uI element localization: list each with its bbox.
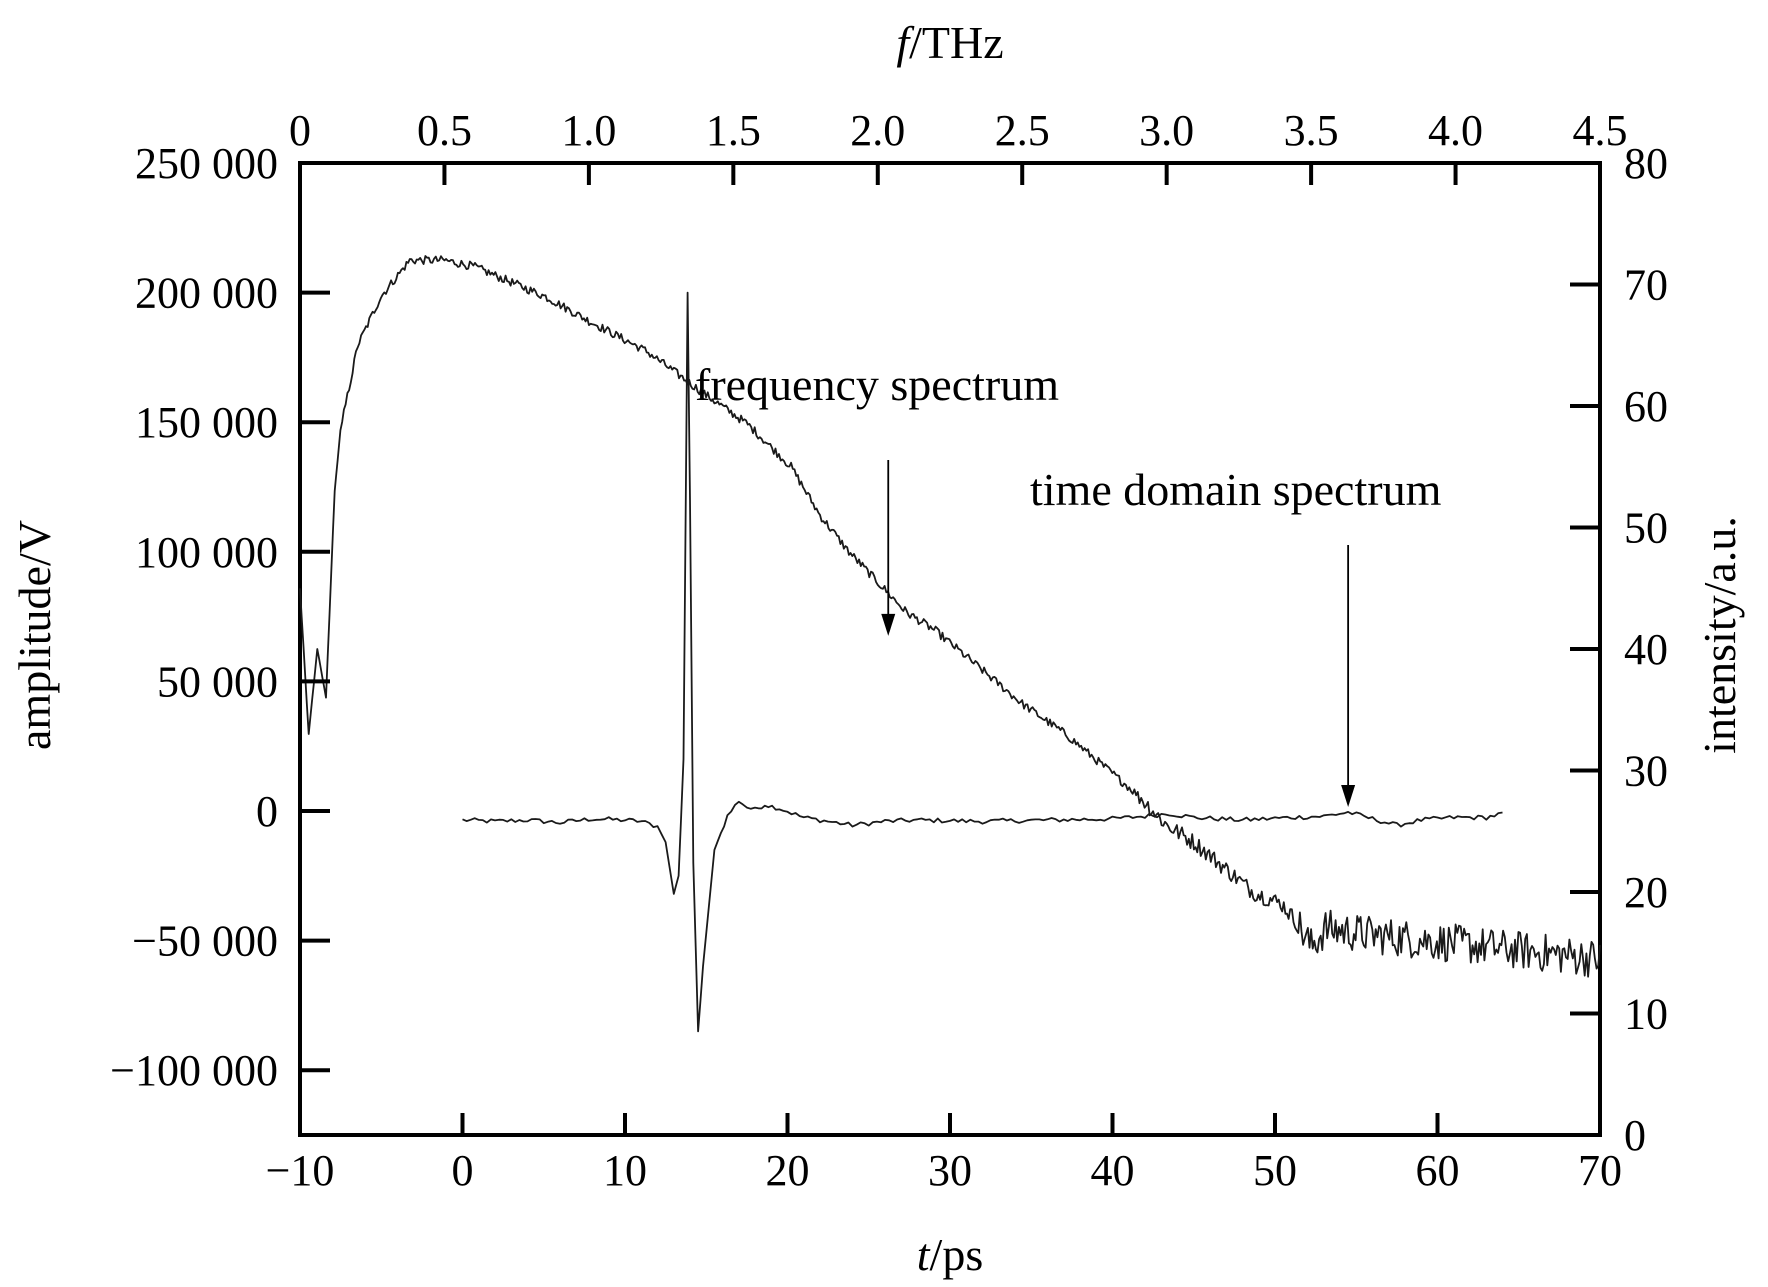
x-tick-label-bottom: 60	[1416, 1146, 1460, 1195]
x-tick-label-top: 4.5	[1573, 106, 1628, 155]
y-tick-label-left: −50 000	[132, 917, 278, 966]
y-tick-label-left: 150 000	[135, 398, 278, 447]
x-tick-label-top: 1.5	[706, 106, 761, 155]
annotation-arrow-head	[1341, 785, 1356, 807]
annotations: frequency spectrum time domain spectrum	[695, 359, 1442, 807]
y-tick-label-left: 50 000	[157, 657, 278, 706]
y-tick-label-left: 200 000	[135, 269, 278, 318]
series-line-time-domain	[462, 291, 1503, 1033]
series-line-frequency	[299, 255, 1601, 978]
x-tick-label-bottom: 10	[603, 1146, 647, 1195]
ticks: −10 0 10 20 30 40 50 60 700 0.5 1.0 1.5 2.0 2.5 3.0 3.5…	[110, 106, 1668, 1195]
x-tick-label-top: 2.0	[850, 106, 905, 155]
y-tick-label-right: 80	[1624, 139, 1668, 188]
series-layer	[299, 255, 1601, 1033]
y-tick-label-left: 0	[256, 787, 278, 836]
y-tick-label-left: 250 000	[135, 139, 278, 188]
x-tick-label-top: 0	[289, 106, 311, 155]
x-tick-label-bottom: 0	[452, 1146, 474, 1195]
x-tick-label-bottom: 30	[928, 1146, 972, 1195]
x-tick-label-bottom: 40	[1091, 1146, 1135, 1195]
x-tick-label-top: 4.0	[1428, 106, 1483, 155]
x-axis-label-top: f/THz	[896, 17, 1003, 68]
y-tick-label-right: 70	[1624, 261, 1668, 310]
x-tick-label-bottom: 70	[1578, 1146, 1622, 1195]
x-tick-label-bottom: 20	[766, 1146, 810, 1195]
y-tick-label-left: −100 000	[110, 1046, 278, 1095]
x-tick-label-top: 2.5	[995, 106, 1050, 155]
plot-border	[298, 161, 1602, 1137]
y-tick-label-right: 60	[1624, 382, 1668, 431]
plot-frame	[298, 161, 1602, 1137]
x-tick-label-top: 1.0	[561, 106, 616, 155]
y-axis-label-left: amplitude/V	[9, 520, 60, 750]
x-axis-label-bottom: t/ps	[917, 1229, 983, 1280]
x-tick-label-top: 0.5	[417, 106, 472, 155]
annotation-arrow-head	[881, 613, 896, 636]
y-tick-label-right: 50	[1624, 504, 1668, 553]
x-tick-label-top: 3.0	[1139, 106, 1194, 155]
y-tick-label-right: 0	[1624, 1111, 1646, 1160]
x-tick-label-bottom: 50	[1253, 1146, 1297, 1195]
annotation-frequency-spectrum: frequency spectrum	[695, 359, 1059, 410]
y-tick-label-left: 100 000	[135, 528, 278, 577]
x-tick-label-top: 3.5	[1284, 106, 1339, 155]
x-tick-label-bottom: −10	[266, 1146, 335, 1195]
y-tick-label-right: 20	[1624, 868, 1668, 917]
y-tick-label-right: 10	[1624, 990, 1668, 1039]
y-tick-label-right: 40	[1624, 625, 1668, 674]
annotation-time-domain-spectrum: time domain spectrum	[1030, 464, 1442, 515]
y-tick-label-right: 30	[1624, 747, 1668, 796]
y-axis-label-right: intensity/a.u.	[1694, 516, 1745, 754]
